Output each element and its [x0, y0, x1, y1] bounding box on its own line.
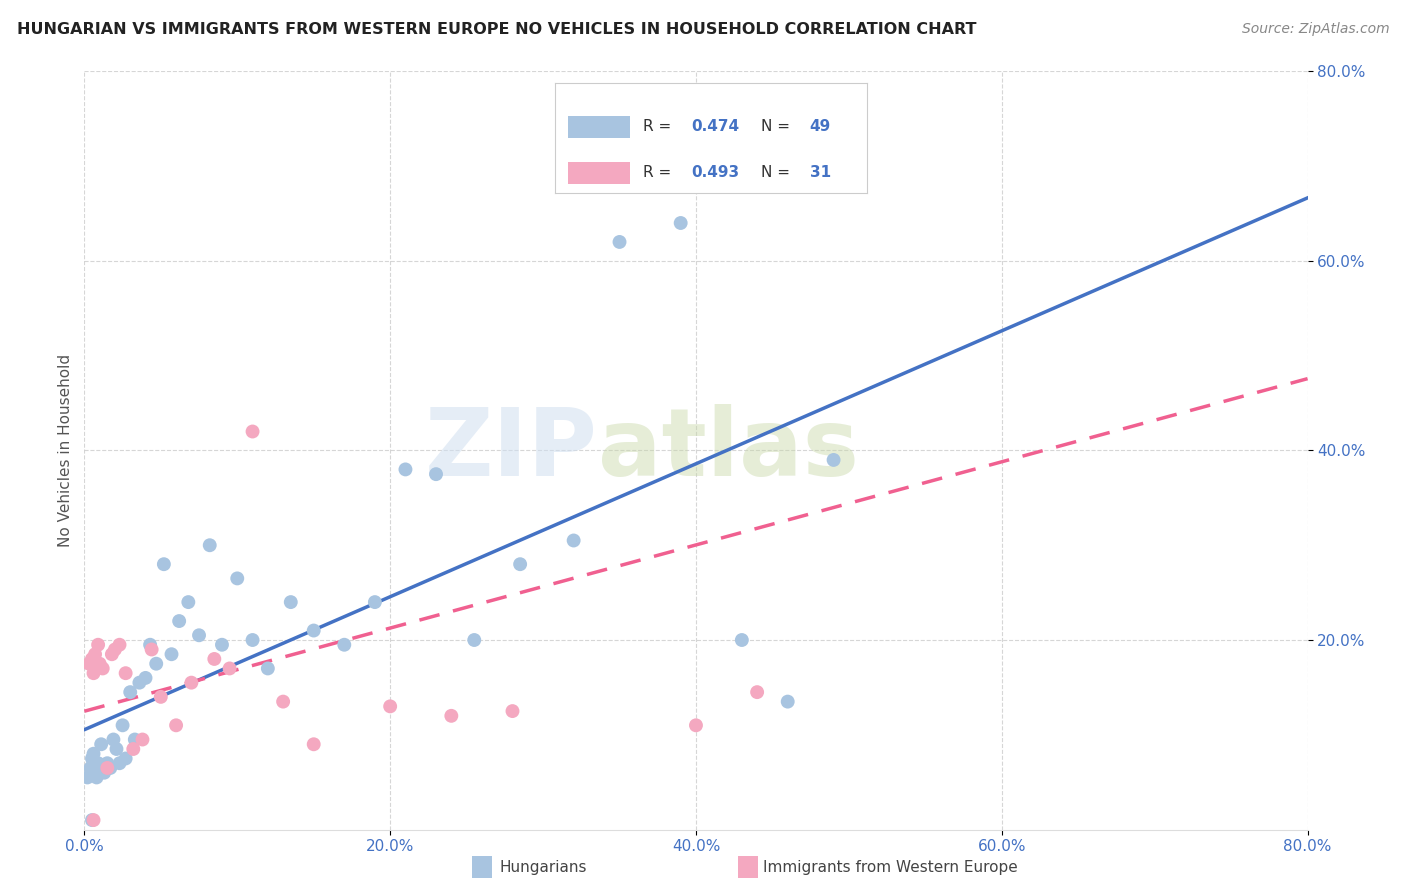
Text: Source: ZipAtlas.com: Source: ZipAtlas.com	[1241, 22, 1389, 37]
Point	[226, 571, 249, 585]
Point	[79, 761, 101, 775]
Point	[93, 765, 115, 780]
Point	[509, 557, 531, 572]
Point	[609, 235, 631, 249]
Point	[380, 699, 402, 714]
Point	[364, 595, 387, 609]
Point	[83, 747, 105, 761]
Point	[120, 685, 142, 699]
Point	[141, 642, 163, 657]
Point	[122, 742, 145, 756]
Text: Hungarians: Hungarians	[499, 860, 586, 874]
Point	[76, 771, 98, 785]
Point	[188, 628, 211, 642]
Point	[440, 708, 463, 723]
Point	[394, 462, 416, 476]
Point	[218, 661, 240, 675]
Point	[89, 657, 111, 671]
Point	[776, 695, 799, 709]
Point	[302, 737, 325, 751]
Text: Immigrants from Western Europe: Immigrants from Western Europe	[763, 860, 1018, 874]
Point	[96, 761, 118, 775]
Point	[108, 756, 131, 771]
Point	[149, 690, 172, 704]
Point	[242, 633, 264, 648]
Point	[271, 695, 294, 709]
Point	[177, 595, 200, 609]
Point	[86, 771, 108, 785]
Point	[165, 718, 187, 732]
Point	[198, 538, 221, 552]
Point	[131, 732, 153, 747]
Point	[167, 614, 190, 628]
Point	[91, 661, 114, 675]
Point	[731, 633, 754, 648]
Point	[86, 657, 108, 671]
Point	[105, 742, 128, 756]
Point	[747, 685, 769, 699]
Point	[202, 652, 225, 666]
Point	[98, 761, 121, 775]
Point	[562, 533, 585, 548]
Point	[91, 761, 114, 775]
Y-axis label: No Vehicles in Household: No Vehicles in Household	[58, 354, 73, 547]
Point	[1403, 103, 1406, 117]
Point	[104, 642, 127, 657]
Point	[124, 732, 146, 747]
Point	[77, 657, 100, 671]
Point	[80, 751, 103, 765]
Point	[425, 467, 447, 482]
Point	[84, 647, 107, 661]
Point	[257, 661, 280, 675]
Point	[669, 216, 692, 230]
Point	[83, 666, 105, 681]
Point	[153, 557, 176, 572]
Point	[302, 624, 325, 638]
Point	[80, 813, 103, 827]
Point	[84, 761, 107, 775]
Point	[114, 751, 136, 765]
Point	[96, 756, 118, 771]
Point	[101, 647, 124, 661]
Point	[211, 638, 233, 652]
Point	[685, 718, 707, 732]
Text: HUNGARIAN VS IMMIGRANTS FROM WESTERN EUROPE NO VEHICLES IN HOUSEHOLD CORRELATION: HUNGARIAN VS IMMIGRANTS FROM WESTERN EUR…	[17, 22, 976, 37]
Point	[89, 765, 111, 780]
Point	[139, 638, 162, 652]
Point	[128, 675, 150, 690]
Point	[502, 704, 524, 718]
Point	[823, 453, 845, 467]
Point	[242, 425, 264, 439]
Point	[114, 666, 136, 681]
Point	[463, 633, 485, 648]
Text: atlas: atlas	[598, 404, 859, 497]
Point	[135, 671, 157, 685]
Point	[87, 756, 110, 771]
Point	[83, 813, 105, 827]
Point	[280, 595, 302, 609]
Point	[103, 732, 125, 747]
Point	[87, 638, 110, 652]
Point	[180, 675, 202, 690]
Point	[333, 638, 356, 652]
Point	[145, 657, 167, 671]
Point	[108, 638, 131, 652]
Point	[80, 652, 103, 666]
Point	[160, 647, 183, 661]
Point	[111, 718, 134, 732]
Text: ZIP: ZIP	[425, 404, 598, 497]
Point	[90, 737, 112, 751]
